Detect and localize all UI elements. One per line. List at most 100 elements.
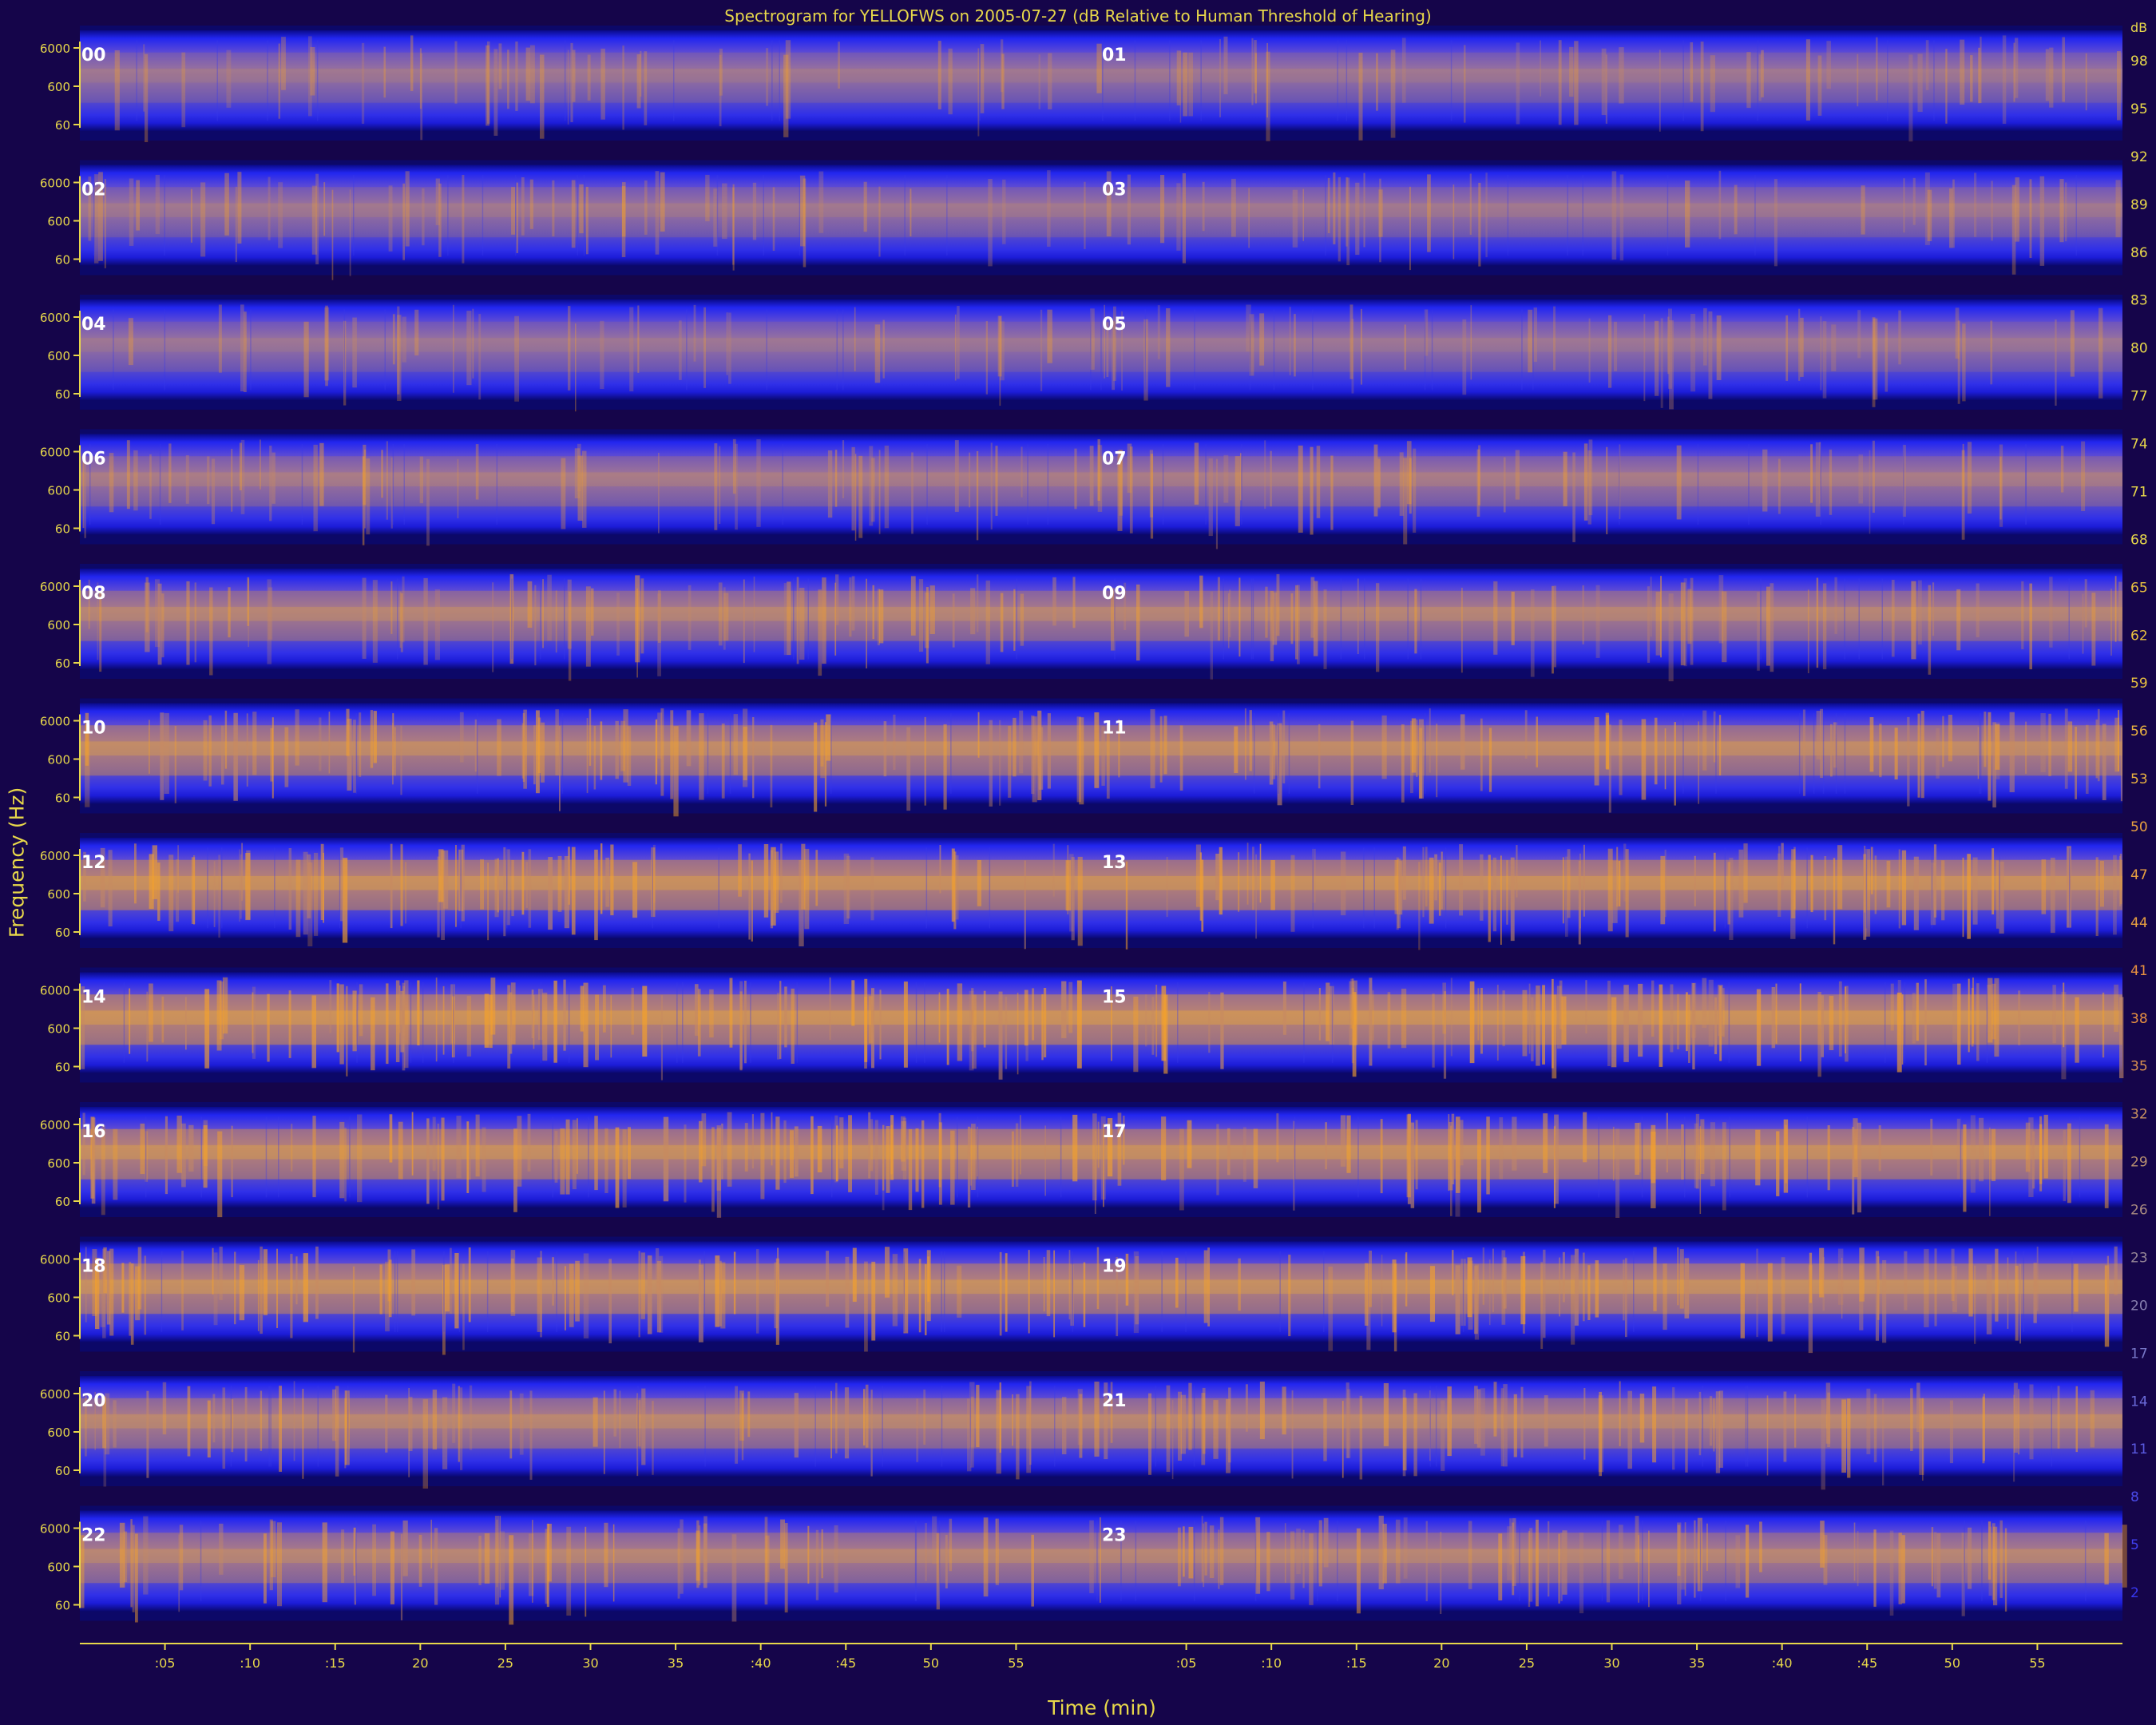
event-streak bbox=[969, 1382, 975, 1448]
event-streak bbox=[341, 1529, 345, 1583]
event-streak bbox=[719, 1260, 722, 1326]
event-streak bbox=[492, 582, 494, 672]
event-streak bbox=[1692, 983, 1695, 1070]
event-streak bbox=[1583, 1388, 1586, 1460]
event-streak bbox=[2039, 176, 2045, 266]
low-streak bbox=[159, 444, 161, 525]
event-streak bbox=[756, 1249, 759, 1334]
event-streak bbox=[1470, 305, 1472, 380]
low-streak bbox=[316, 40, 319, 121]
event-streak bbox=[511, 859, 514, 917]
event-streak bbox=[1863, 854, 1867, 940]
event-streak bbox=[1766, 1395, 1769, 1476]
event-streak bbox=[2067, 721, 2073, 772]
event-streak bbox=[1685, 180, 1690, 248]
event-streak bbox=[1294, 314, 1296, 377]
event-streak bbox=[1543, 1249, 1546, 1338]
event-streak bbox=[1999, 444, 2003, 527]
event-streak bbox=[892, 1254, 898, 1326]
hour-label-left: 04 bbox=[81, 315, 106, 335]
event-streak bbox=[419, 48, 422, 109]
event-streak bbox=[1111, 588, 1116, 651]
event-streak bbox=[1101, 726, 1105, 786]
event-streak bbox=[615, 1127, 620, 1208]
event-streak bbox=[88, 176, 92, 241]
event-streak bbox=[311, 995, 316, 1069]
event-streak bbox=[1612, 860, 1618, 923]
event-streak bbox=[434, 589, 440, 660]
colorbar-tick-label: 44 bbox=[2130, 915, 2148, 931]
event-streak bbox=[194, 582, 196, 663]
event-streak bbox=[1931, 1527, 1934, 1587]
event-streak bbox=[1920, 711, 1924, 799]
event-streak bbox=[800, 175, 806, 247]
low-streak bbox=[1435, 1386, 1437, 1467]
event-streak bbox=[2025, 721, 2027, 774]
event-streak bbox=[269, 446, 272, 521]
event-streak bbox=[252, 992, 254, 1053]
event-streak bbox=[1392, 1259, 1397, 1333]
event-streak bbox=[1349, 304, 1353, 379]
event-streak bbox=[1713, 852, 1716, 932]
event-streak bbox=[1695, 1113, 1700, 1189]
event-streak bbox=[1722, 591, 1727, 663]
event-streak bbox=[2118, 710, 2119, 771]
event-streak bbox=[967, 1126, 971, 1208]
event-streak bbox=[1448, 1114, 1450, 1192]
event-streak bbox=[200, 182, 206, 257]
low-streak bbox=[274, 847, 275, 929]
event-streak bbox=[2059, 179, 2064, 243]
event-streak bbox=[1047, 309, 1052, 363]
event-streak bbox=[222, 1387, 226, 1469]
event-streak bbox=[1259, 843, 1262, 903]
event-streak bbox=[1911, 581, 1916, 660]
event-streak bbox=[1402, 846, 1406, 900]
colorbar-tick-label: 59 bbox=[2130, 676, 2148, 692]
event-streak bbox=[1403, 1517, 1408, 1579]
event-streak bbox=[1690, 42, 1694, 102]
event-streak bbox=[1290, 593, 1294, 644]
event-streak bbox=[901, 1120, 906, 1171]
event-streak bbox=[1255, 1517, 1261, 1594]
event-streak bbox=[1318, 724, 1321, 789]
event-streak bbox=[1266, 1532, 1270, 1592]
hour-label-left: 12 bbox=[81, 853, 106, 873]
event-streak bbox=[1992, 983, 1996, 1040]
event-streak bbox=[1061, 981, 1067, 1038]
event-streak bbox=[1507, 1526, 1512, 1580]
event-streak bbox=[157, 862, 161, 921]
event-streak bbox=[1090, 308, 1095, 370]
event-streak bbox=[863, 181, 867, 232]
event-streak bbox=[454, 1253, 459, 1329]
event-streak bbox=[244, 311, 247, 392]
low-streak bbox=[1981, 1521, 1983, 1601]
low-streak bbox=[267, 40, 268, 121]
event-streak bbox=[703, 1516, 707, 1572]
event-streak bbox=[207, 456, 210, 505]
event-streak bbox=[235, 186, 237, 263]
event-streak bbox=[1302, 1529, 1305, 1588]
event-streak bbox=[577, 443, 581, 491]
event-streak bbox=[743, 708, 748, 787]
hour-label-left: 00 bbox=[81, 46, 106, 65]
event-streak bbox=[723, 593, 729, 641]
event-streak bbox=[1857, 54, 1859, 107]
event-streak bbox=[540, 1251, 542, 1338]
event-streak bbox=[1401, 989, 1407, 1049]
event-streak bbox=[2104, 1124, 2109, 1208]
event-streak bbox=[1398, 861, 1403, 915]
event-streak bbox=[97, 582, 99, 660]
event-streak bbox=[1933, 844, 1937, 918]
low-streak bbox=[1445, 847, 1447, 929]
event-streak bbox=[1891, 580, 1895, 657]
event-streak bbox=[1359, 1395, 1363, 1480]
event-streak bbox=[400, 844, 403, 926]
low-streak bbox=[2071, 1251, 2073, 1332]
event-streak bbox=[1500, 1388, 1504, 1467]
low-streak bbox=[830, 713, 832, 794]
event-streak bbox=[2015, 38, 2019, 98]
event-streak bbox=[359, 712, 362, 777]
event-streak bbox=[615, 720, 619, 779]
event-streak bbox=[119, 1522, 125, 1588]
low-streak bbox=[561, 713, 564, 794]
